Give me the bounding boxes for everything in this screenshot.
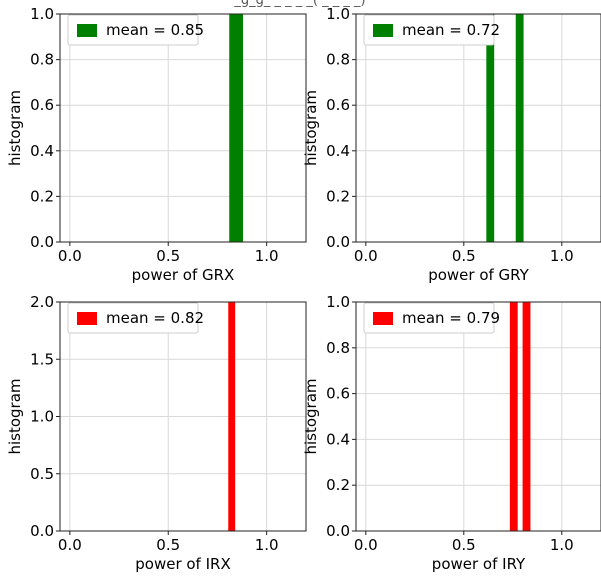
y-tick-label: 0.4 — [30, 142, 54, 160]
y-tick-label: 0.8 — [326, 51, 350, 69]
subplot-4: 0.0 0.2 0.4 0.6 0.8 1.0 0.0 0.5 1.0 power of IRY h… — [302, 293, 601, 573]
y-tick-label: 0.4 — [326, 142, 350, 160]
y-tick-label: 0.6 — [326, 96, 350, 114]
legend-box — [67, 302, 199, 334]
plot-area — [356, 14, 601, 242]
x-tick-label: 0.0 — [354, 247, 378, 265]
y-axis-label: histogram — [6, 378, 24, 454]
histogram-bar — [522, 302, 531, 531]
histogram-bar — [228, 302, 236, 531]
y-tick-label: 1.0 — [326, 293, 350, 311]
y-tick-label: 2.0 — [30, 293, 54, 311]
y-tick-label: 0.4 — [326, 430, 350, 448]
y-tick-label: 0.5 — [30, 465, 54, 483]
legend-swatch — [77, 312, 97, 325]
y-tick-label: 1.5 — [30, 350, 54, 368]
x-tick-label: 0.5 — [156, 247, 180, 265]
y-tick-label: 1.0 — [30, 5, 54, 23]
legend-label: mean = 0.72 — [402, 21, 500, 39]
x-tick-label: 0.0 — [58, 536, 82, 554]
legend-label: mean = 0.82 — [106, 309, 204, 327]
x-tick-label: 0.5 — [452, 247, 476, 265]
legend-box — [363, 14, 495, 46]
axes-frame — [59, 13, 307, 243]
x-tick-label: 1.0 — [255, 247, 279, 265]
y-axis-label: histogram — [6, 90, 24, 166]
figure-title-fragment: _g_g_ _ _ _ _( _ _ _ _) — [233, 0, 365, 8]
y-tick-label: 0.8 — [326, 339, 350, 357]
y-tick-label: 1.0 — [326, 5, 350, 23]
y-tick-label: 0.8 — [30, 51, 54, 69]
y-axis-label: histogram — [302, 90, 320, 166]
x-axis-label: power of GRY — [428, 266, 529, 284]
y-tick-label: 0.0 — [326, 233, 350, 251]
y-tick-label: 1.0 — [30, 408, 54, 426]
subplot-3: 0.0 0.5 1.0 1.5 2.0 0.0 0.5 1.0 power of IRX hist… — [6, 293, 307, 573]
y-tick-label: 0.0 — [326, 522, 350, 540]
x-tick-label: 0.5 — [156, 536, 180, 554]
y-tick-label: 0.0 — [30, 233, 54, 251]
y-tick-label: 0.2 — [326, 476, 350, 494]
x-axis-label: power of IRX — [135, 555, 230, 573]
legend-swatch — [373, 24, 393, 37]
legend-swatch — [373, 312, 393, 325]
legend-label: mean = 0.85 — [106, 21, 204, 39]
y-tick-label: 0.6 — [30, 96, 54, 114]
legend-label: mean = 0.79 — [402, 309, 500, 327]
legend-swatch — [77, 24, 97, 37]
histogram-bar — [229, 14, 244, 242]
plot-area — [60, 14, 306, 242]
x-tick-label: 0.0 — [354, 536, 378, 554]
y-tick-label: 0.6 — [326, 385, 350, 403]
y-tick-label: 0.2 — [326, 187, 350, 205]
subplot-2: 0.0 0.2 0.4 0.6 0.8 1.0 0.0 0.5 1.0 power of GRY h… — [302, 5, 601, 284]
x-tick-label: 1.0 — [550, 536, 574, 554]
y-axis-label: histogram — [302, 378, 320, 454]
axes-frame — [355, 13, 601, 243]
x-axis-label: power of GRX — [132, 266, 235, 284]
x-tick-label: 1.0 — [255, 536, 279, 554]
histogram-bar — [486, 14, 495, 242]
axes-frame — [355, 301, 601, 532]
legend-box — [67, 14, 199, 46]
x-tick-label: 0.5 — [452, 536, 476, 554]
x-axis-label: power of IRY — [432, 555, 526, 573]
legend-box — [363, 302, 495, 334]
subplot-1: 0.0 0.2 0.4 0.6 0.8 1.0 0.0 0.5 1.0 power of GRX h… — [6, 5, 307, 284]
plot-area — [356, 302, 601, 531]
histogram-bar — [509, 302, 518, 531]
y-tick-label: 0.0 — [30, 522, 54, 540]
x-tick-label: 0.0 — [58, 247, 82, 265]
y-tick-label: 0.2 — [30, 187, 54, 205]
histogram-bar — [515, 14, 524, 242]
x-tick-label: 1.0 — [550, 247, 574, 265]
